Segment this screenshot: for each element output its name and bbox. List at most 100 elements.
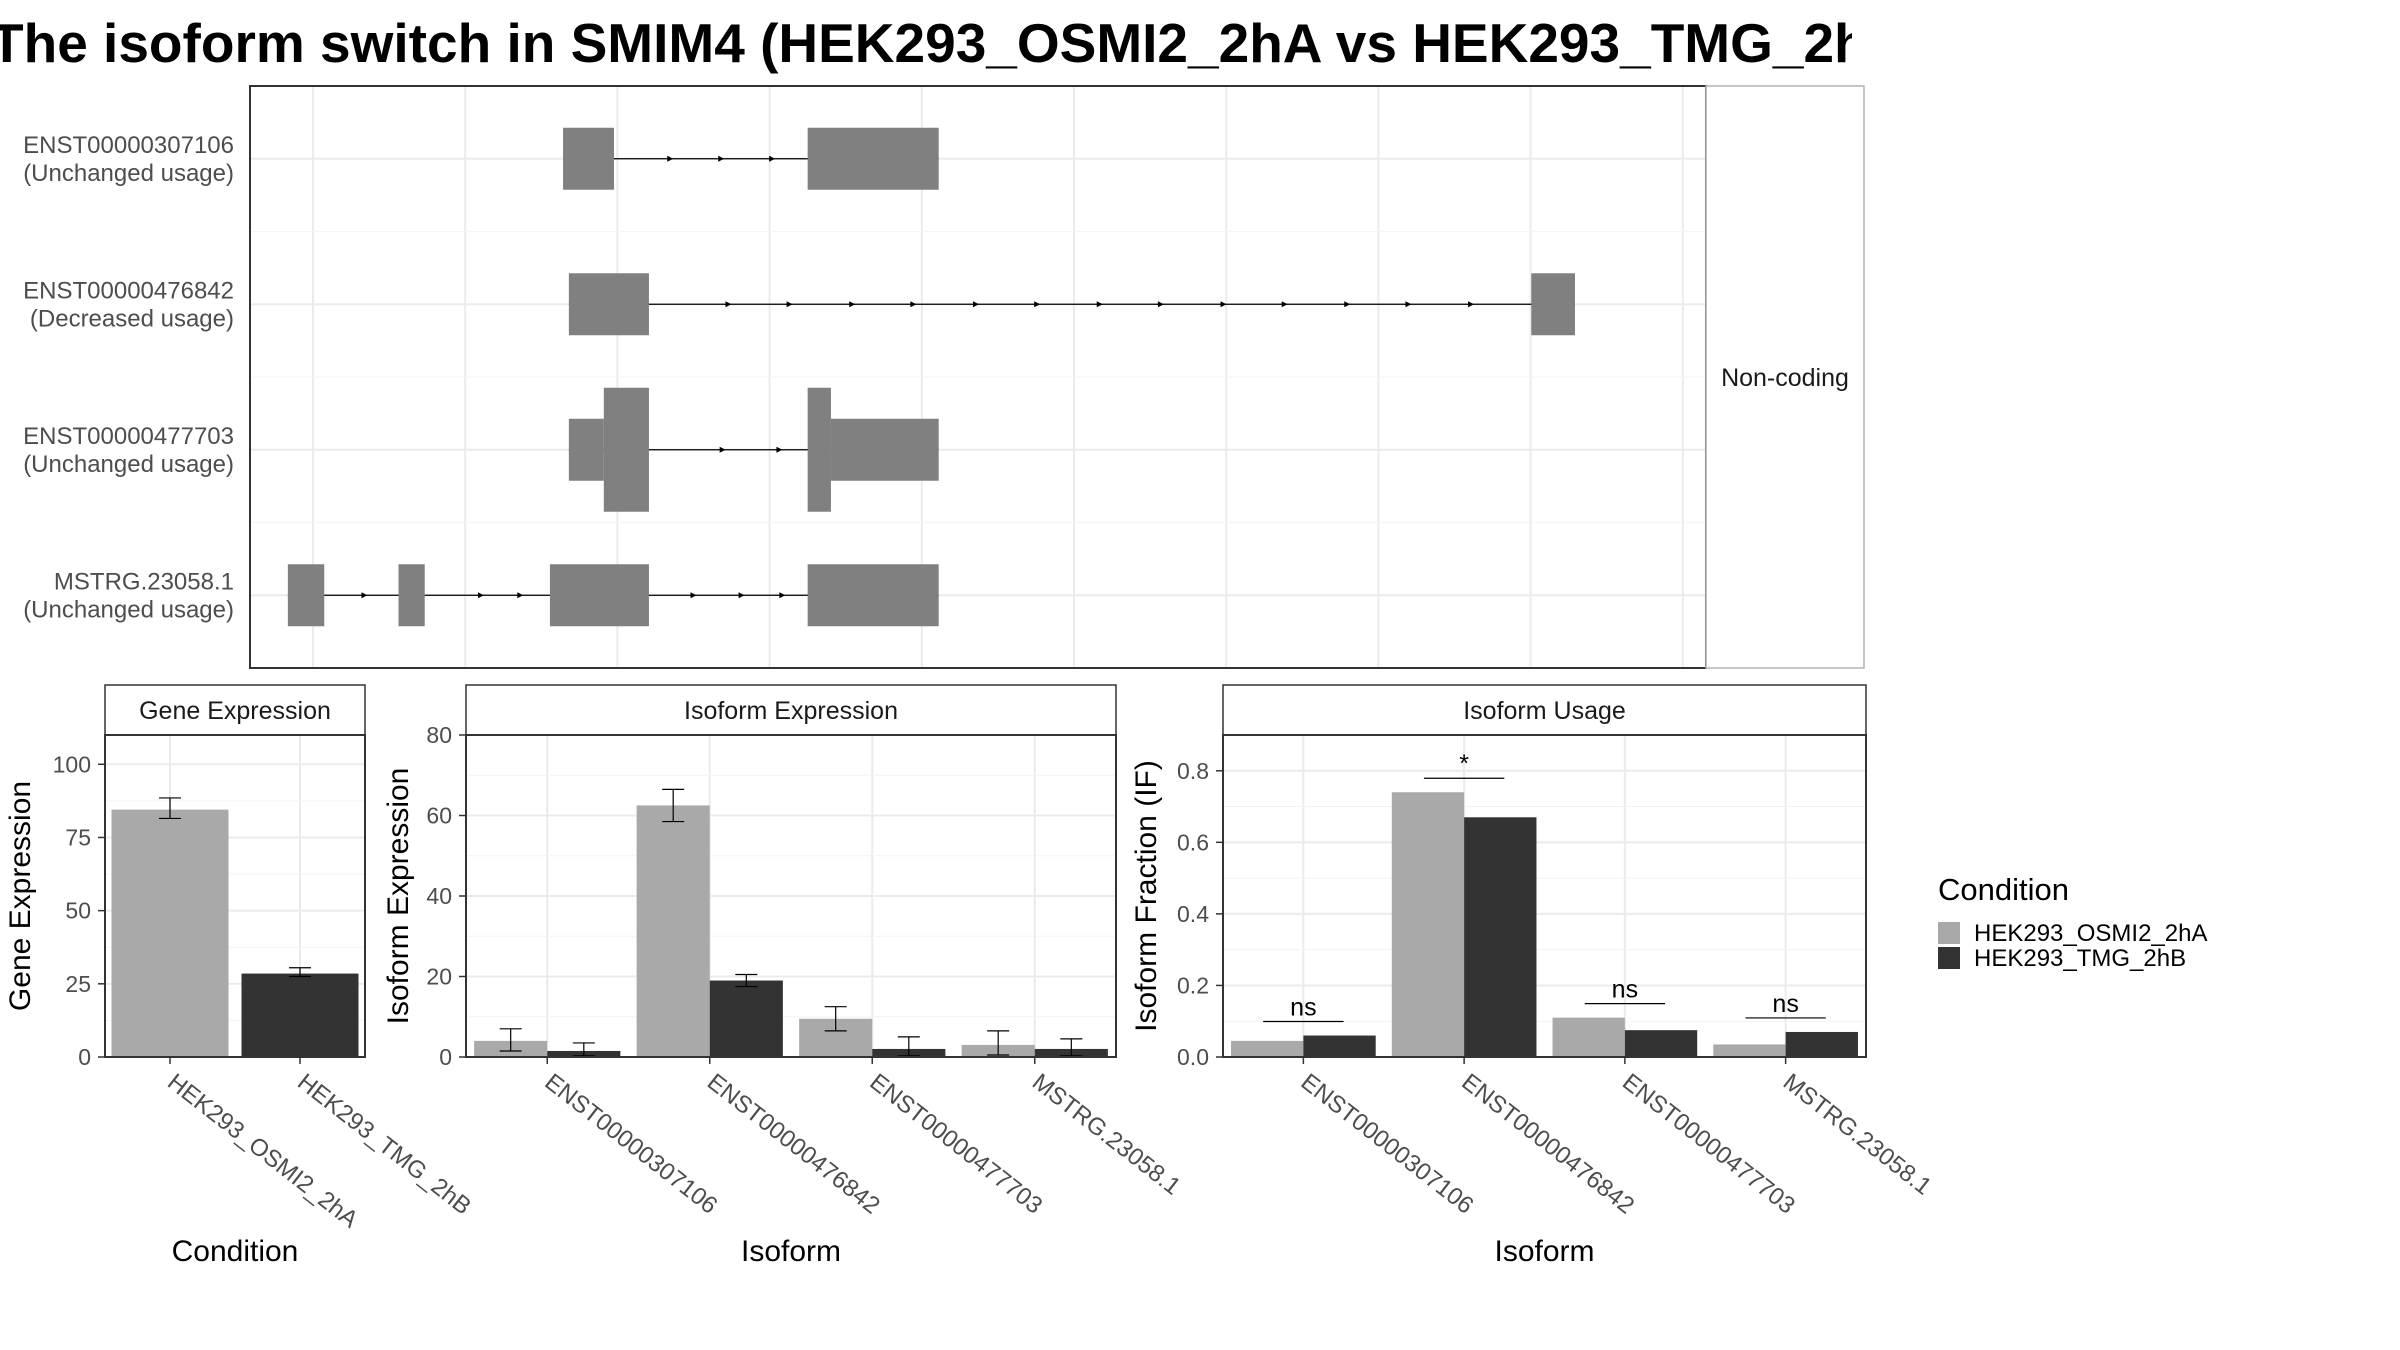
- bar-panel-2: Isoform Expression 0 20 40 60 80 ENST000003071…: [382, 684, 1186, 1268]
- panel-strip-label: Isoform Usage: [1463, 697, 1626, 725]
- exon-block: [287, 564, 325, 627]
- x-axis-title: Isoform: [741, 1235, 841, 1268]
- intron-direction-arrow: [667, 155, 674, 162]
- bar: [1231, 1040, 1304, 1057]
- y-axis-title: Isoform Fraction (IF): [1130, 760, 1163, 1032]
- legend-label: HEK293_TMG_2hB: [1974, 945, 2186, 972]
- intron-direction-arrow: [1220, 301, 1227, 308]
- significance-label: *: [1459, 750, 1469, 778]
- x-axis-title: Condition: [172, 1235, 299, 1268]
- isoform-id-label: ENST00000476842: [23, 277, 234, 304]
- exon-block: [398, 564, 425, 627]
- isoform-usage-label: (Unchanged usage): [23, 451, 234, 478]
- intron-direction-arrow: [477, 592, 484, 599]
- exon-block: [549, 564, 649, 627]
- bar: [1303, 1035, 1376, 1057]
- legend-label: HEK293_OSMI2_2hA: [1974, 920, 2207, 947]
- intron-direction-arrow: [786, 301, 793, 308]
- chart-title: The isoform switch in SMIM4 (HEK293_OSMI…: [0, 12, 1852, 74]
- intron-direction-arrow: [1281, 301, 1288, 308]
- x-tick-label: ENST00000307106: [540, 1068, 723, 1219]
- isoform-id-label: ENST00000477703: [23, 423, 234, 450]
- y-tick-label: 0.4: [1177, 901, 1209, 927]
- isoform-usage-label: (Unchanged usage): [23, 596, 234, 623]
- x-tick-label: ENST00000476842: [1456, 1068, 1639, 1219]
- intron-direction-arrow: [769, 155, 776, 162]
- gs-side-strip: [1705, 85, 1865, 669]
- panel-strip: [465, 684, 1117, 736]
- intron-direction-arrow: [690, 592, 697, 599]
- exon-block: [807, 127, 939, 190]
- intron-direction-arrow: [725, 301, 732, 308]
- panel-border: [1222, 734, 1867, 1058]
- y-tick-label: 40: [426, 883, 452, 909]
- x-tick-label: ENST00000477703: [1617, 1068, 1800, 1219]
- x-tick-label: ENST00000476842: [702, 1068, 885, 1219]
- intron-direction-arrow: [718, 155, 725, 162]
- y-tick-label: 0.2: [1177, 972, 1209, 998]
- y-tick-label: 25: [65, 971, 91, 997]
- gs-side-label: Non-coding: [1721, 364, 1849, 392]
- bar: [241, 973, 359, 1057]
- y-axis-title: Gene Expression: [4, 781, 37, 1011]
- y-tick-label: 0.8: [1177, 758, 1209, 784]
- y-tick-label: 50: [65, 898, 91, 924]
- exon-block: [568, 418, 604, 481]
- intron-direction-arrow: [910, 301, 917, 308]
- intron-direction-arrow: [849, 301, 856, 308]
- intron-direction-arrow: [517, 592, 524, 599]
- significance-label: ns: [1290, 994, 1316, 1022]
- intron-direction-arrow: [1468, 301, 1475, 308]
- exon-block: [563, 127, 614, 190]
- exon-block: [568, 273, 649, 336]
- intron-direction-arrow: [776, 446, 783, 453]
- bar: [1713, 1044, 1786, 1057]
- intron-direction-arrow: [361, 592, 368, 599]
- gene-structure-panel: ENST00000307106(Unchanged usage)ENST0000…: [23, 85, 1865, 669]
- panel-border: [465, 734, 1117, 1058]
- panel-strip-label: Gene Expression: [139, 697, 331, 725]
- bar: [1624, 1030, 1698, 1057]
- y-tick-label: 20: [426, 964, 452, 990]
- panel-border: [104, 734, 366, 1058]
- panel-strip: [104, 684, 366, 736]
- x-tick-label: ENST00000307106: [1296, 1068, 1479, 1219]
- legend-swatch: [1938, 922, 1960, 944]
- y-tick-label: 0.6: [1177, 829, 1209, 855]
- bar: [1785, 1031, 1858, 1057]
- bar: [1464, 817, 1537, 1057]
- intron-direction-arrow: [779, 592, 786, 599]
- y-tick-label: 60: [426, 803, 452, 829]
- isoform-usage-label: (Unchanged usage): [23, 160, 234, 187]
- y-tick-label: 80: [426, 722, 452, 748]
- y-axis-title: Isoform Expression: [382, 768, 415, 1025]
- exon-block: [1531, 273, 1575, 336]
- x-tick-label: MSTRG.23058.1: [1027, 1068, 1186, 1200]
- bar-panel-3: Isoform Usage 0.0 0.2 0.4 0.6 0.8 ns ENST000003…: [1130, 684, 1937, 1268]
- exon-block: [807, 387, 831, 512]
- legend-swatch: [1938, 947, 1960, 969]
- y-tick-label: 75: [65, 824, 91, 850]
- bar: [1391, 792, 1465, 1057]
- bar: [709, 980, 783, 1057]
- bar: [636, 805, 710, 1057]
- x-tick-label: MSTRG.23058.1: [1778, 1068, 1937, 1200]
- intron-direction-arrow: [1034, 301, 1041, 308]
- isoform-id-label: ENST00000307106: [23, 132, 234, 159]
- intron-direction-arrow: [973, 301, 979, 308]
- y-tick-label: 0: [439, 1044, 452, 1070]
- significance-label: ns: [1772, 990, 1798, 1018]
- y-tick-label: 100: [53, 751, 91, 777]
- y-tick-label: 0: [78, 1044, 91, 1070]
- intron-direction-arrow: [1405, 301, 1412, 308]
- intron-direction-arrow: [719, 446, 726, 453]
- bar: [111, 809, 229, 1057]
- panel-strip: [1222, 684, 1867, 736]
- exon-block: [807, 564, 939, 627]
- isoform-id-label: MSTRG.23058.1: [54, 568, 234, 595]
- intron-direction-arrow: [1157, 301, 1164, 308]
- intron-direction-arrow: [738, 592, 745, 599]
- significance-label: ns: [1612, 976, 1638, 1004]
